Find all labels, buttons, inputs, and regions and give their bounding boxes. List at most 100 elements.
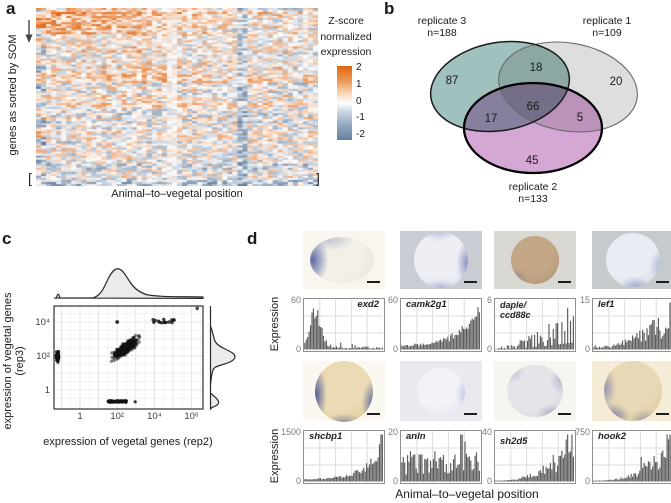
som-expression-heatmap: [36, 8, 318, 186]
set-count: n=188: [427, 27, 457, 39]
gene-label: anln: [406, 431, 426, 442]
set-count: n=109: [592, 27, 622, 39]
y-tick: 10⁴: [35, 317, 50, 328]
scale-bar: [464, 413, 477, 415]
scatter-gridlines: [54, 306, 203, 409]
y-min-tick: 0: [486, 476, 492, 486]
embryo-photo-anln: [400, 361, 482, 421]
som-direction-arrow-icon: [25, 20, 33, 43]
embryo-photo-lef1: [592, 231, 671, 289]
venn-count-rep3-rep1: 18: [529, 62, 543, 74]
panel-a-label: a: [6, 0, 16, 18]
gene-label: lef1: [598, 299, 615, 310]
colorbar-tick: 2: [356, 62, 362, 73]
scale-bar: [656, 281, 669, 283]
colorbar-gradient: [337, 66, 352, 140]
gene-label: daple/ ccd88c: [500, 300, 531, 320]
venn-diagram: [429, 40, 638, 175]
y-min-tick: 0: [486, 344, 492, 354]
gene-label: camk2g1: [406, 299, 447, 310]
embryo-photo-exd2: [303, 231, 385, 289]
y-max-tick: 750: [574, 427, 590, 437]
colorbar-tick: 0: [356, 95, 362, 107]
scale-bar: [558, 281, 571, 283]
colorbar-legend-title: Z-score normalized expression: [320, 15, 372, 58]
y-min-tick: 0: [392, 344, 398, 354]
gene-label: exd2: [357, 299, 379, 310]
embryo: [507, 365, 563, 417]
y-max-tick: 20: [387, 427, 398, 437]
y-min-tick: 0: [392, 476, 398, 486]
y-max-tick: 6: [486, 295, 492, 305]
embryo-photo-sh2d5: [494, 361, 576, 421]
y-max-tick: 1500: [280, 427, 301, 437]
y-max-tick: 40: [481, 427, 492, 437]
venn-count-rep2-only: 45: [525, 155, 539, 167]
gene-label: shcbp1: [309, 431, 343, 442]
venn-ellipse-replicate2: [464, 83, 602, 173]
expression-chart-lef1: 15 0 lef1: [580, 295, 671, 354]
colorbar-tick: 1: [356, 78, 362, 90]
heatmap-right-bracket: ]: [316, 170, 320, 186]
panel-a-y-axis-label: genes as sorted by SOM: [7, 34, 19, 156]
expression-chart-anln: 20 0 anln: [388, 427, 482, 486]
venn-count-all-three: 66: [526, 101, 540, 113]
scale-bar: [367, 281, 380, 283]
venn-count-rep1-rep2: 5: [576, 112, 584, 124]
set-name: replicate 2: [508, 181, 558, 193]
expression-chart-exd2: 60 0 exd2: [291, 295, 385, 354]
venn-outline-replicate1: [498, 41, 638, 133]
expression-chart-shcbp1: 1500 0 shcbp1: [281, 427, 385, 486]
panel-d-label: d: [247, 229, 258, 248]
x-tick: 10⁴: [147, 411, 162, 422]
set-name: replicate 3: [417, 15, 467, 27]
panel-c-x-axis-label: expression of vegetal genes (rep2): [43, 436, 213, 448]
expression-axis-label-row2: Expression: [269, 428, 281, 484]
colorbar-tick-labels: 2 1 0 -1 -2: [356, 63, 378, 140]
x-tick: 10⁶: [184, 411, 199, 422]
venn-count-rep1-only: 20: [609, 76, 623, 88]
scatter-frame: [53, 305, 204, 410]
gene-label: sh2d5: [500, 436, 528, 447]
y-min-tick: 0: [295, 476, 301, 486]
scale-bar: [367, 413, 380, 415]
panel-d-x-axis-label: Animal–to–vegetal position: [395, 487, 539, 501]
y-tick: 10²: [36, 351, 50, 362]
embryo-photo-camk2g1: [400, 231, 482, 289]
expression-chart-daple: 6 0 daple/ ccd88c: [487, 295, 576, 354]
panel-c-label: c: [2, 229, 12, 248]
x-tick: 10²: [110, 411, 124, 422]
y-max-tick: 60: [387, 295, 398, 305]
scale-bar: [464, 281, 477, 283]
y-tick: 1: [45, 385, 50, 396]
embryo: [315, 360, 373, 422]
embryo: [414, 232, 468, 288]
embryo: [417, 367, 465, 415]
set-name: replicate 1: [582, 15, 632, 27]
venn-set-label-replicate1: replicate 1 n=109: [583, 15, 631, 39]
venn-outline-replicate2: [462, 81, 604, 175]
scatter-plot: 1 10² 10⁴ 10⁶ 10⁴ 10² 1: [35, 268, 236, 422]
heatmap-left-bracket: [: [28, 170, 32, 186]
scale-bar: [558, 413, 571, 415]
scatter-points: [54, 306, 199, 404]
top-marginal-density: [53, 268, 204, 300]
x-tick: 1: [77, 411, 82, 422]
embryo-photo-daple: [494, 231, 576, 289]
expression-chart-hook2: 750 0 hook2: [575, 427, 671, 486]
venn-count-rep3-rep2: 17: [484, 113, 498, 125]
expression-chart-sh2d5: 40 0 sh2d5: [482, 427, 576, 486]
venn-set-label-replicate3: replicate 3 n=188: [418, 15, 466, 39]
panel-a-x-axis-label: Animal–to–vegetal position: [111, 188, 243, 200]
colorbar-tick: -1: [356, 112, 365, 124]
gene-label: hook2: [598, 431, 626, 442]
y-min-tick: 0: [584, 476, 590, 486]
venn-outline-replicate3: [429, 40, 571, 133]
embryo: [606, 233, 660, 287]
embryo-photo-hook2: [592, 361, 671, 421]
right-marginal-density: [209, 306, 236, 411]
colorbar-tick: -2: [356, 129, 365, 140]
scale-bar: [656, 413, 669, 415]
panel-c-y-axis-label: expression of vegetal genes (rep3): [2, 292, 26, 430]
